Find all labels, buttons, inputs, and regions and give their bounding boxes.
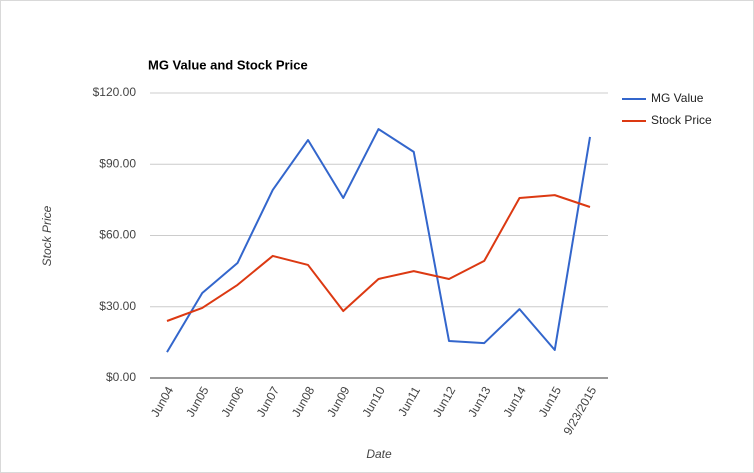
x-axis-title: Date (366, 447, 392, 461)
data-line (166, 194, 591, 322)
y-tick-label: $30.00 (99, 299, 136, 313)
y-tick-label: $60.00 (99, 228, 136, 242)
y-tick-label: $120.00 (93, 85, 137, 99)
y-axis-title: Stock Price (40, 205, 54, 266)
legend-label: MG Value (651, 91, 704, 105)
y-tick-label: $90.00 (99, 156, 136, 170)
y-tick-label: $0.00 (106, 370, 136, 384)
chart-title: MG Value and Stock Price (148, 57, 308, 72)
data-line (166, 128, 591, 353)
legend-label: Stock Price (651, 113, 712, 127)
